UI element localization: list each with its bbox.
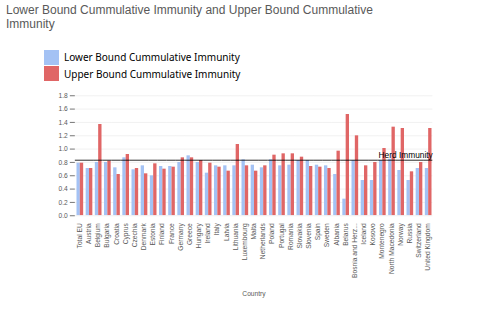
svg-text:Czechia: Czechia: [131, 223, 138, 247]
svg-text:Poland: Poland: [268, 223, 275, 244]
svg-text:Switzerland: Switzerland: [415, 223, 422, 258]
svg-text:Spain: Spain: [314, 223, 322, 240]
svg-text:Italy: Italy: [213, 223, 221, 236]
svg-text:North Macedonia: North Macedonia: [388, 223, 395, 274]
svg-text:Country: Country: [242, 290, 266, 298]
svg-text:Russia: Russia: [406, 223, 413, 244]
svg-text:Luxembourg: Luxembourg: [241, 223, 249, 260]
svg-text:Finland: Finland: [158, 223, 165, 245]
svg-text:Norway: Norway: [397, 223, 405, 246]
svg-text:1.2: 1.2: [58, 132, 68, 139]
svg-text:0.0: 0.0: [58, 212, 68, 219]
svg-text:Hungary: Hungary: [195, 223, 203, 249]
svg-text:Albania: Albania: [333, 223, 340, 246]
svg-text:Austria: Austria: [85, 223, 92, 244]
svg-text:Greece: Greece: [186, 223, 193, 245]
svg-text:United Kingdom: United Kingdom: [424, 223, 432, 271]
svg-text:Bosnia and Herz...: Bosnia and Herz...: [351, 223, 358, 278]
svg-text:Sweden: Sweden: [323, 223, 330, 247]
svg-text:1.6: 1.6: [58, 105, 68, 112]
svg-text:0.2: 0.2: [58, 199, 68, 206]
html-text:Lower Bound Cummulative Immuni: Lower Bound Cummulative Immunity and Upp…: [6, 3, 373, 31]
svg-text:Lithuania: Lithuania: [232, 223, 239, 250]
svg-text:Belgium: Belgium: [94, 223, 102, 248]
svg-text:0.8: 0.8: [58, 159, 68, 166]
svg-text:1.0: 1.0: [58, 145, 68, 152]
svg-text:Belarus: Belarus: [342, 223, 349, 246]
svg-text:Ireland: Ireland: [204, 223, 211, 244]
svg-text:1.8: 1.8: [58, 92, 68, 99]
svg-text:Croatia: Croatia: [113, 223, 120, 245]
html-text:Upper Bound Cummulative Immuni: Upper Bound Cummulative Immunity: [64, 66, 241, 81]
svg-text:Estonia: Estonia: [149, 223, 156, 245]
svg-text:Montenegro: Montenegro: [378, 223, 386, 259]
svg-text:0.6: 0.6: [58, 172, 68, 179]
svg-text:Latvia: Latvia: [223, 223, 230, 241]
svg-text:Netherlands: Netherlands: [259, 223, 266, 260]
html-text:Lower Bound Cummulative Immuni: Lower Bound Cummulative Immunity: [64, 50, 240, 65]
svg-text:Denmark: Denmark: [140, 223, 147, 251]
svg-text:Bulgaria: Bulgaria: [103, 223, 111, 248]
svg-text:Malta: Malta: [250, 223, 257, 240]
svg-text:Kosovo: Kosovo: [369, 223, 376, 245]
svg-text:0.4: 0.4: [58, 185, 68, 192]
svg-text:Portugal: Portugal: [278, 223, 286, 248]
svg-text:Cyprus: Cyprus: [122, 223, 130, 245]
svg-text:Germany: Germany: [177, 223, 185, 251]
svg-text:1.4: 1.4: [58, 119, 68, 126]
svg-text:Iceland: Iceland: [360, 223, 367, 245]
svg-text:Romania: Romania: [287, 223, 294, 250]
svg-text:Herd Immunity: Herd Immunity: [379, 150, 434, 160]
svg-text:Total EU: Total EU: [76, 223, 83, 248]
svg-text:Slovakia: Slovakia: [296, 223, 303, 248]
svg-text:France: France: [168, 223, 175, 244]
svg-text:Slovenia: Slovenia: [305, 223, 312, 249]
